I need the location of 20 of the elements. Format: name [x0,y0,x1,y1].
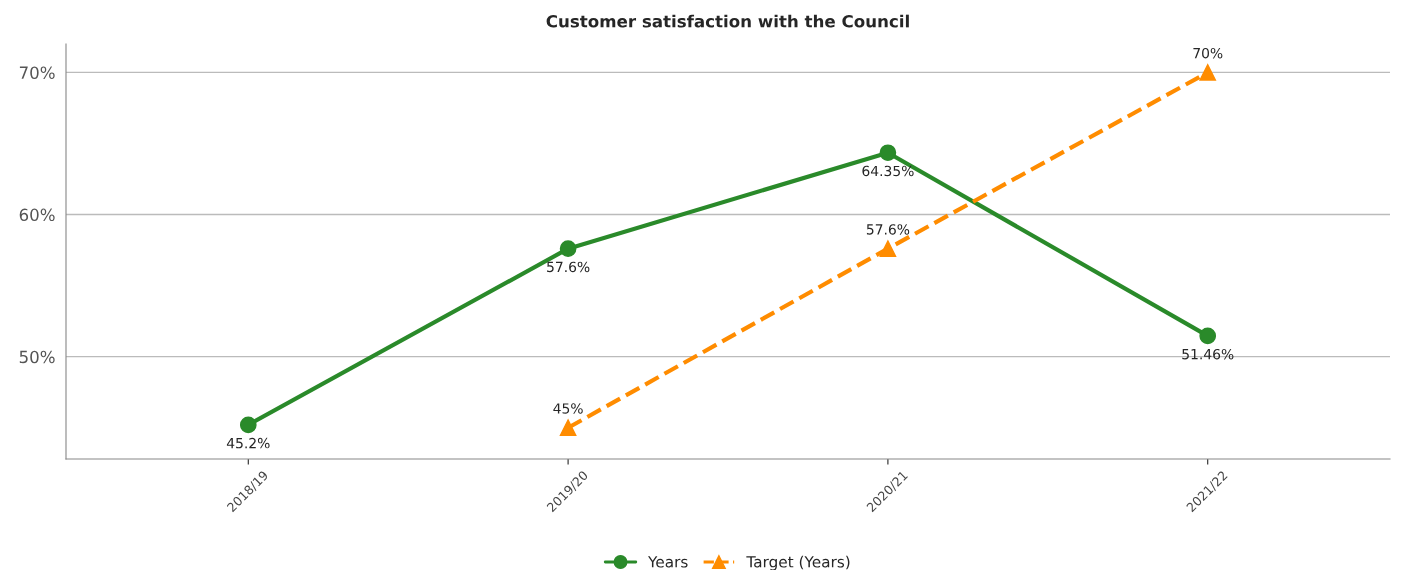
y-tick-label: 70% [19,66,55,79]
legend-label: Target (Years) [746,555,850,570]
data-label: 70% [1193,47,1223,59]
data-label: 57.6% [547,261,590,273]
data-label: 45.2% [226,437,270,449]
chart-title: Customer satisfaction with the Council [546,14,909,28]
data-label: 45% [553,403,583,414]
point [1199,327,1217,345]
y-tick-label: 50% [19,350,55,364]
point [559,419,577,437]
point [879,144,897,162]
data-label: 57.6% [866,224,910,235]
point [1199,64,1217,81]
point [559,240,577,257]
legend-label: Years [647,556,688,568]
point [879,240,897,257]
data-label: 51.46% [1182,348,1234,360]
data-label: 64.35% [862,165,914,177]
y-tick-label: 60% [19,208,55,222]
point [239,416,257,434]
